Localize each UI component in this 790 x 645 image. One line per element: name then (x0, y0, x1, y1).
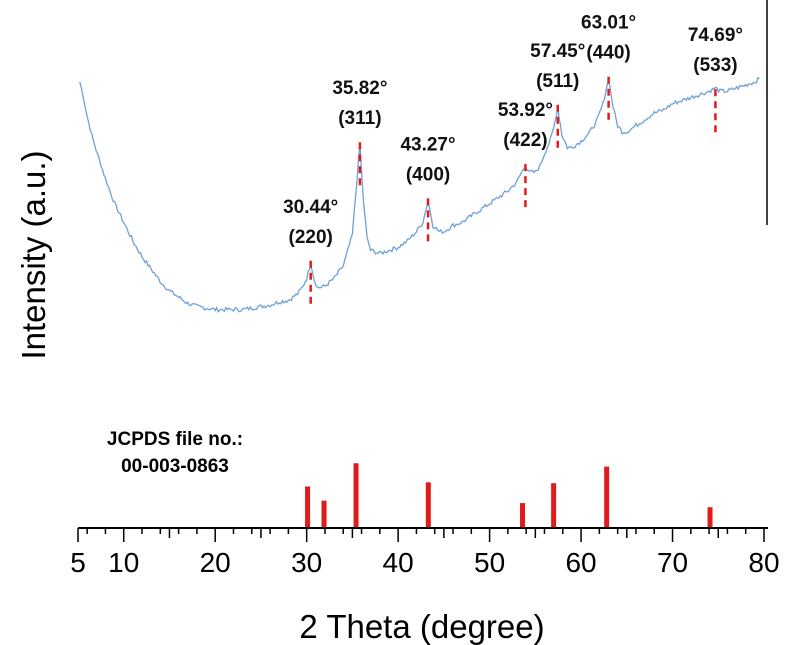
peak-angle-label: 35.82° (332, 78, 387, 99)
peak-hkl-label: (440) (586, 43, 630, 64)
peak-angle-label: 74.69° (688, 25, 743, 46)
xrd-pattern-line (79, 76, 760, 313)
reference-stick-6 (604, 466, 610, 528)
series-layer (79, 76, 760, 313)
reference-label-line2: 00-003-0863 (121, 456, 229, 477)
x-tick-label-50: 50 (474, 547, 505, 578)
x-tick-label-20: 20 (200, 547, 231, 578)
peak-annotations: (220) 30.44° (311) 35.82° (400) 43.27° (422) 53… (283, 13, 743, 248)
peak-angle-label: 63.01° (581, 13, 636, 34)
reference-sticks (305, 463, 713, 528)
x-tick-label-40: 40 (383, 547, 414, 578)
x-axis: 5 10 20 30 40 50 60 70 80 (70, 0, 780, 578)
reference-stick-4 (520, 503, 526, 528)
peak-angle-label: 53.92° (498, 100, 553, 121)
peak-hkl-label: (422) (503, 130, 547, 151)
x-tick-label-5: 5 (70, 547, 86, 578)
reference-stick-1 (321, 500, 327, 528)
x-tick-label-80: 80 (748, 547, 779, 578)
peak-hkl-label: (533) (693, 55, 737, 76)
reference-stick-5 (551, 483, 557, 528)
peak-hkl-label: (311) (338, 108, 381, 129)
peak-angle-label: 30.44° (283, 197, 338, 218)
reference-stick-7 (707, 507, 713, 528)
peak-hkl-label: (511) (536, 71, 579, 92)
x-tick-label-70: 70 (657, 547, 688, 578)
x-tick-label-60: 60 (565, 547, 596, 578)
reference-stick-2 (353, 463, 359, 528)
peak-angle-label: 43.27° (400, 134, 455, 155)
y-axis-title: Intensity (a.u.) (15, 150, 52, 359)
peak-hkl-label: (400) (406, 164, 450, 185)
reference-label-line1: JCPDS file no.: (107, 429, 243, 450)
x-tick-label-10: 10 (108, 547, 139, 578)
peak-angle-label: 57.45° (530, 41, 585, 62)
x-tick-label-30: 30 (291, 547, 322, 578)
peak-markers (309, 76, 717, 307)
reference-stick-0 (305, 486, 311, 528)
x-axis-title: 2 Theta (degree) (299, 608, 544, 645)
peak-hkl-label: (220) (289, 227, 333, 248)
reference-stick-3 (425, 482, 431, 528)
